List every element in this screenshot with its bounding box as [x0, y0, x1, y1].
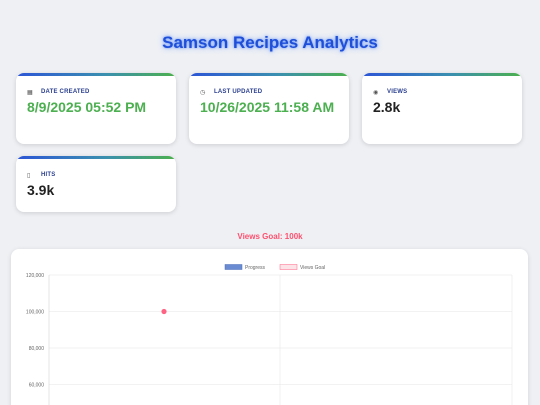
date-created-value: 8/9/2025 05:52 PM	[27, 99, 147, 115]
y-tick-label: 120,000	[26, 273, 44, 279]
legend-label-views-goal: Views Goal	[300, 265, 325, 271]
card-accent-bar	[189, 73, 349, 76]
clock-icon: ◷	[200, 89, 206, 96]
views-label: VIEWS	[387, 89, 408, 95]
last-updated-label: LAST UPDATED	[214, 89, 263, 95]
card-accent-bar	[16, 156, 176, 159]
views-goal-heading: Views Goal: 100k	[237, 232, 303, 241]
last-updated-value: 10/26/2025 11:58 AM	[200, 99, 335, 115]
y-tick-label: 100,000	[26, 310, 44, 316]
y-tick-label: 60,000	[29, 383, 45, 389]
document-icon: ▯	[27, 172, 31, 179]
date-created-label: DATE CREATED	[41, 89, 90, 95]
legend-swatch-views-goal	[279, 264, 298, 270]
hits-card: ▯ HITS 3.9k	[16, 156, 176, 212]
eye-icon: ◉	[373, 89, 379, 96]
calendar-icon: ▦	[27, 89, 33, 96]
views-goal-point	[161, 308, 167, 315]
views-value: 2.8k	[373, 99, 401, 115]
hits-value: 3.9k	[27, 182, 55, 198]
card-accent-bar	[362, 73, 522, 76]
legend-label-progress: Progress	[245, 265, 266, 271]
hits-label: HITS	[41, 172, 56, 178]
views-chart: Progress Views Goal 120,000 100,000 80,000 60…	[26, 264, 513, 405]
views-chart-card: Progress Views Goal 120,000 100,000 80,000 60…	[11, 249, 528, 405]
page-title: Samson Recipes Analytics	[162, 33, 378, 52]
card-accent-bar	[16, 73, 176, 76]
legend-swatch-progress	[224, 264, 243, 270]
last-updated-card: ◷ LAST UPDATED 10/26/2025 11:58 AM	[189, 73, 349, 144]
date-created-card: ▦ DATE CREATED 8/9/2025 05:52 PM	[16, 73, 176, 144]
views-card: ◉ VIEWS 2.8k	[362, 73, 522, 144]
y-tick-label: 80,000	[29, 346, 45, 352]
